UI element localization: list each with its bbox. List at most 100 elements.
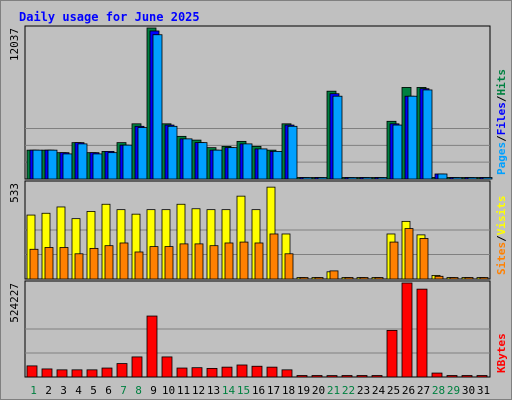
bar-middle-sites-day-1	[29, 248, 39, 280]
bar-top-pages-day-5	[92, 153, 103, 180]
bar-middle-sites-day-31	[479, 277, 489, 280]
bar-bottom-kbytes-day-20	[311, 375, 323, 378]
bar-top-pages-day-2	[47, 149, 58, 180]
bar-middle-sites-day-14	[224, 242, 234, 280]
bar-bottom-kbytes-day-21	[326, 375, 338, 378]
x-tick-label-day-9: 9	[150, 384, 157, 397]
bar-middle-sites-day-24	[374, 277, 384, 280]
bar-top-pages-day-22	[347, 177, 358, 180]
bar-top-pages-day-30	[467, 177, 478, 180]
bar-bottom-kbytes-day-22	[341, 375, 353, 378]
bar-bottom-kbytes-day-6	[101, 367, 113, 378]
bar-middle-sites-day-4	[74, 253, 84, 280]
x-tick-label-day-28: 28	[432, 384, 445, 397]
bar-top-pages-day-29	[452, 177, 463, 180]
bar-top-pages-day-16	[257, 148, 268, 180]
ymax-label-middle: 533	[8, 183, 21, 203]
x-tick-label-day-22: 22	[342, 384, 355, 397]
bar-middle-sites-day-8	[134, 251, 144, 280]
bar-top-pages-day-25	[392, 124, 403, 180]
legend-label-bottom: KBytes	[495, 333, 508, 373]
bar-bottom-kbytes-day-2	[41, 368, 53, 378]
bar-bottom-kbytes-day-7	[116, 363, 128, 378]
bar-top-pages-day-28	[437, 173, 448, 180]
chart-title: Daily usage for June 2025	[19, 10, 200, 24]
x-tick-label-day-26: 26	[402, 384, 415, 397]
legend-part: Visits	[495, 196, 508, 236]
bar-middle-sites-day-30	[464, 277, 474, 280]
bar-middle-sites-day-10	[164, 246, 174, 280]
bar-middle-sites-day-22	[344, 277, 354, 280]
x-tick-label-day-15: 15	[237, 384, 250, 397]
bar-top-pages-day-31	[482, 177, 493, 180]
bar-top-pages-day-11	[182, 138, 193, 180]
bar-middle-sites-day-21	[329, 270, 339, 280]
bar-bottom-kbytes-day-9	[146, 315, 158, 378]
bar-top-pages-day-9	[152, 34, 163, 180]
legend-part: Hits	[495, 69, 508, 96]
bar-bottom-kbytes-day-8	[131, 356, 143, 378]
x-tick-label-day-24: 24	[372, 384, 386, 397]
legend-part: KBytes	[495, 333, 508, 373]
bar-middle-sites-day-3	[59, 247, 69, 280]
bar-bottom-kbytes-day-23	[356, 375, 368, 378]
bar-bottom-kbytes-day-18	[281, 369, 293, 378]
x-tick-label-day-14: 14	[222, 384, 236, 397]
bar-middle-sites-day-19	[299, 277, 309, 280]
bar-middle-sites-day-7	[119, 242, 129, 280]
bar-top-pages-day-13	[212, 149, 223, 180]
x-tick-label-day-16: 16	[252, 384, 265, 397]
bar-bottom-kbytes-day-25	[386, 329, 398, 378]
bar-top-pages-day-24	[377, 177, 388, 180]
x-tick-label-day-17: 17	[267, 384, 280, 397]
x-tick-label-day-6: 6	[105, 384, 112, 397]
bar-top-pages-day-26	[407, 95, 418, 180]
bar-top-pages-day-4	[77, 143, 88, 180]
bar-top-pages-day-18	[287, 125, 298, 180]
bar-middle-sites-day-15	[239, 241, 249, 280]
x-tick-label-day-10: 10	[162, 384, 175, 397]
bar-bottom-kbytes-day-11	[176, 367, 188, 378]
x-tick-label-day-11: 11	[177, 384, 190, 397]
chart-panels: 12037Pages/Files/Hits533Sites/Visits5242…	[8, 25, 508, 378]
x-tick-label-day-5: 5	[90, 384, 97, 397]
legend-part: Pages	[495, 142, 508, 175]
bar-top-pages-day-3	[62, 153, 73, 180]
x-tick-label-day-20: 20	[312, 384, 325, 397]
bar-middle-sites-day-25	[389, 241, 399, 280]
bar-top-pages-day-23	[362, 177, 373, 180]
bar-middle-sites-day-12	[194, 243, 204, 280]
bar-bottom-kbytes-day-28	[431, 372, 443, 378]
bar-bottom-kbytes-day-19	[296, 375, 308, 378]
ymax-label-top: 12037	[8, 28, 21, 61]
panel-middle: 533 Sites/Visits	[8, 180, 508, 280]
bar-middle-sites-day-5	[89, 247, 99, 280]
x-tick-label-day-30: 30	[462, 384, 475, 397]
bar-middle-sites-day-16	[254, 242, 264, 280]
bar-bottom-kbytes-day-16	[251, 365, 263, 378]
x-tick-label-day-31: 31	[477, 384, 490, 397]
bar-top-pages-day-10	[167, 125, 178, 180]
bar-top-pages-day-20	[317, 177, 328, 180]
legend-label-middle: Sites/Visits	[495, 196, 508, 276]
bar-middle-sites-day-13	[209, 245, 219, 280]
bar-middle-sites-day-11	[179, 243, 189, 280]
x-axis-labels: 1 2 3 4 5 6 7 8 9 10 11 12 13 14 15 16 17 18 19 20 21 22 23 24 2…	[30, 384, 490, 397]
legend-part: /	[495, 135, 508, 142]
x-tick-label-day-3: 3	[60, 384, 67, 397]
bar-bottom-kbytes-day-10	[161, 356, 173, 378]
bar-top-pages-day-1	[32, 149, 43, 180]
x-tick-label-day-2: 2	[45, 384, 52, 397]
bar-top-pages-day-14	[227, 147, 238, 180]
bar-top-pages-day-17	[272, 151, 283, 180]
bar-bottom-kbytes-day-31	[476, 375, 488, 378]
x-tick-label-day-8: 8	[135, 384, 142, 397]
x-tick-label-day-13: 13	[207, 384, 220, 397]
bar-top-pages-day-6	[107, 152, 118, 180]
bar-middle-sites-day-6	[104, 245, 114, 280]
bar-middle-sites-day-29	[449, 277, 459, 280]
bar-middle-sites-day-28	[434, 275, 444, 280]
